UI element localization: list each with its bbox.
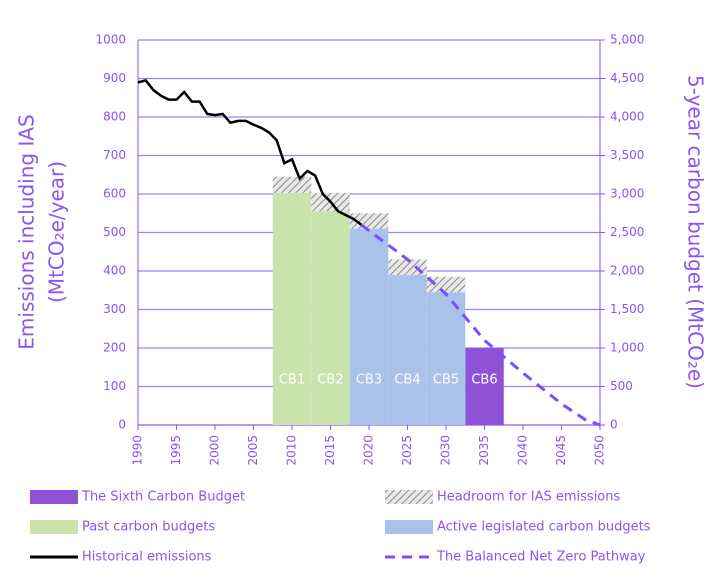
y-tick-label: 0 xyxy=(118,418,126,432)
x-tick-label: 2000 xyxy=(208,435,222,466)
legend-swatch xyxy=(30,520,78,534)
budget-label: CB2 xyxy=(317,373,343,388)
y2-tick-label: 1,000 xyxy=(610,341,644,355)
x-tick-label: 2020 xyxy=(362,435,376,466)
y-tick-label: 400 xyxy=(103,264,126,278)
budget-label: CB1 xyxy=(279,373,305,388)
x-tick-label: 2040 xyxy=(516,435,530,466)
legend-swatch xyxy=(30,490,78,504)
x-tick-label: 2010 xyxy=(285,435,299,466)
budget-label: CB6 xyxy=(471,373,497,388)
y2-tick-label: 5,000 xyxy=(610,33,644,47)
y2-tick-label: 500 xyxy=(610,379,633,393)
y-tick-label: 500 xyxy=(103,225,126,239)
y-axis-title: Emissions including IAS xyxy=(15,114,39,349)
legend-label: Historical emissions xyxy=(82,550,212,565)
budget-bar xyxy=(426,292,466,425)
legend-label: The Balanced Net Zero Pathway xyxy=(436,550,646,565)
y-tick-label: 200 xyxy=(103,341,126,355)
headroom-bar xyxy=(272,176,312,193)
x-tick-label: 2025 xyxy=(400,435,414,466)
headroom-bar xyxy=(388,259,427,275)
y2-tick-label: 2,000 xyxy=(610,264,644,278)
y-tick-label: 900 xyxy=(103,71,126,85)
y-tick-label: 300 xyxy=(103,302,126,316)
legend-label: Past carbon budgets xyxy=(82,520,215,535)
budget-label: CB5 xyxy=(433,373,459,388)
y-tick-label: 100 xyxy=(103,379,126,393)
legend-label: Active legislated carbon budgets xyxy=(437,520,651,535)
y2-tick-label: 1,500 xyxy=(610,302,644,316)
y-axis-title: (MtCO₂e/year) xyxy=(45,161,69,303)
y2-tick-label: 3,000 xyxy=(610,187,644,201)
budget-bar xyxy=(465,348,504,425)
legend-swatch xyxy=(385,490,433,504)
budget-bar xyxy=(272,192,312,425)
line xyxy=(137,79,363,226)
x-tick-label: 2030 xyxy=(439,435,453,466)
y2-axis-title: 5-year carbon budget (MtCO₂e) xyxy=(684,75,708,389)
y2-tick-label: 4,000 xyxy=(610,110,644,124)
legend-label: The Sixth Carbon Budget xyxy=(81,490,245,505)
x-tick-label: 1995 xyxy=(169,435,183,466)
y-tick-label: 600 xyxy=(103,187,126,201)
budget-bar xyxy=(311,211,350,425)
y2-tick-label: 2,500 xyxy=(610,225,644,239)
x-tick-label: 2050 xyxy=(593,435,607,466)
headroom-bar xyxy=(426,276,466,293)
y2-tick-label: 0 xyxy=(610,418,618,432)
x-tick-label: 2045 xyxy=(554,435,568,466)
x-tick-label: 2035 xyxy=(477,435,491,466)
y-tick-label: 700 xyxy=(103,148,126,162)
x-tick-label: 2015 xyxy=(323,435,337,466)
y2-tick-label: 4,500 xyxy=(610,71,644,85)
y-tick-label: 1000 xyxy=(95,33,126,47)
x-tick-label: 2005 xyxy=(246,435,260,466)
legend-swatch xyxy=(385,520,433,534)
budget-bar xyxy=(349,228,389,425)
y-tick-label: 800 xyxy=(103,110,126,124)
line xyxy=(360,223,601,427)
budget-bar xyxy=(388,274,427,425)
x-tick-label: 1990 xyxy=(131,435,145,466)
legend-label: Headroom for IAS emissions xyxy=(437,490,620,505)
budget-label: CB3 xyxy=(356,373,382,388)
budget-label: CB4 xyxy=(394,373,420,388)
y2-tick-label: 3,500 xyxy=(610,148,644,162)
